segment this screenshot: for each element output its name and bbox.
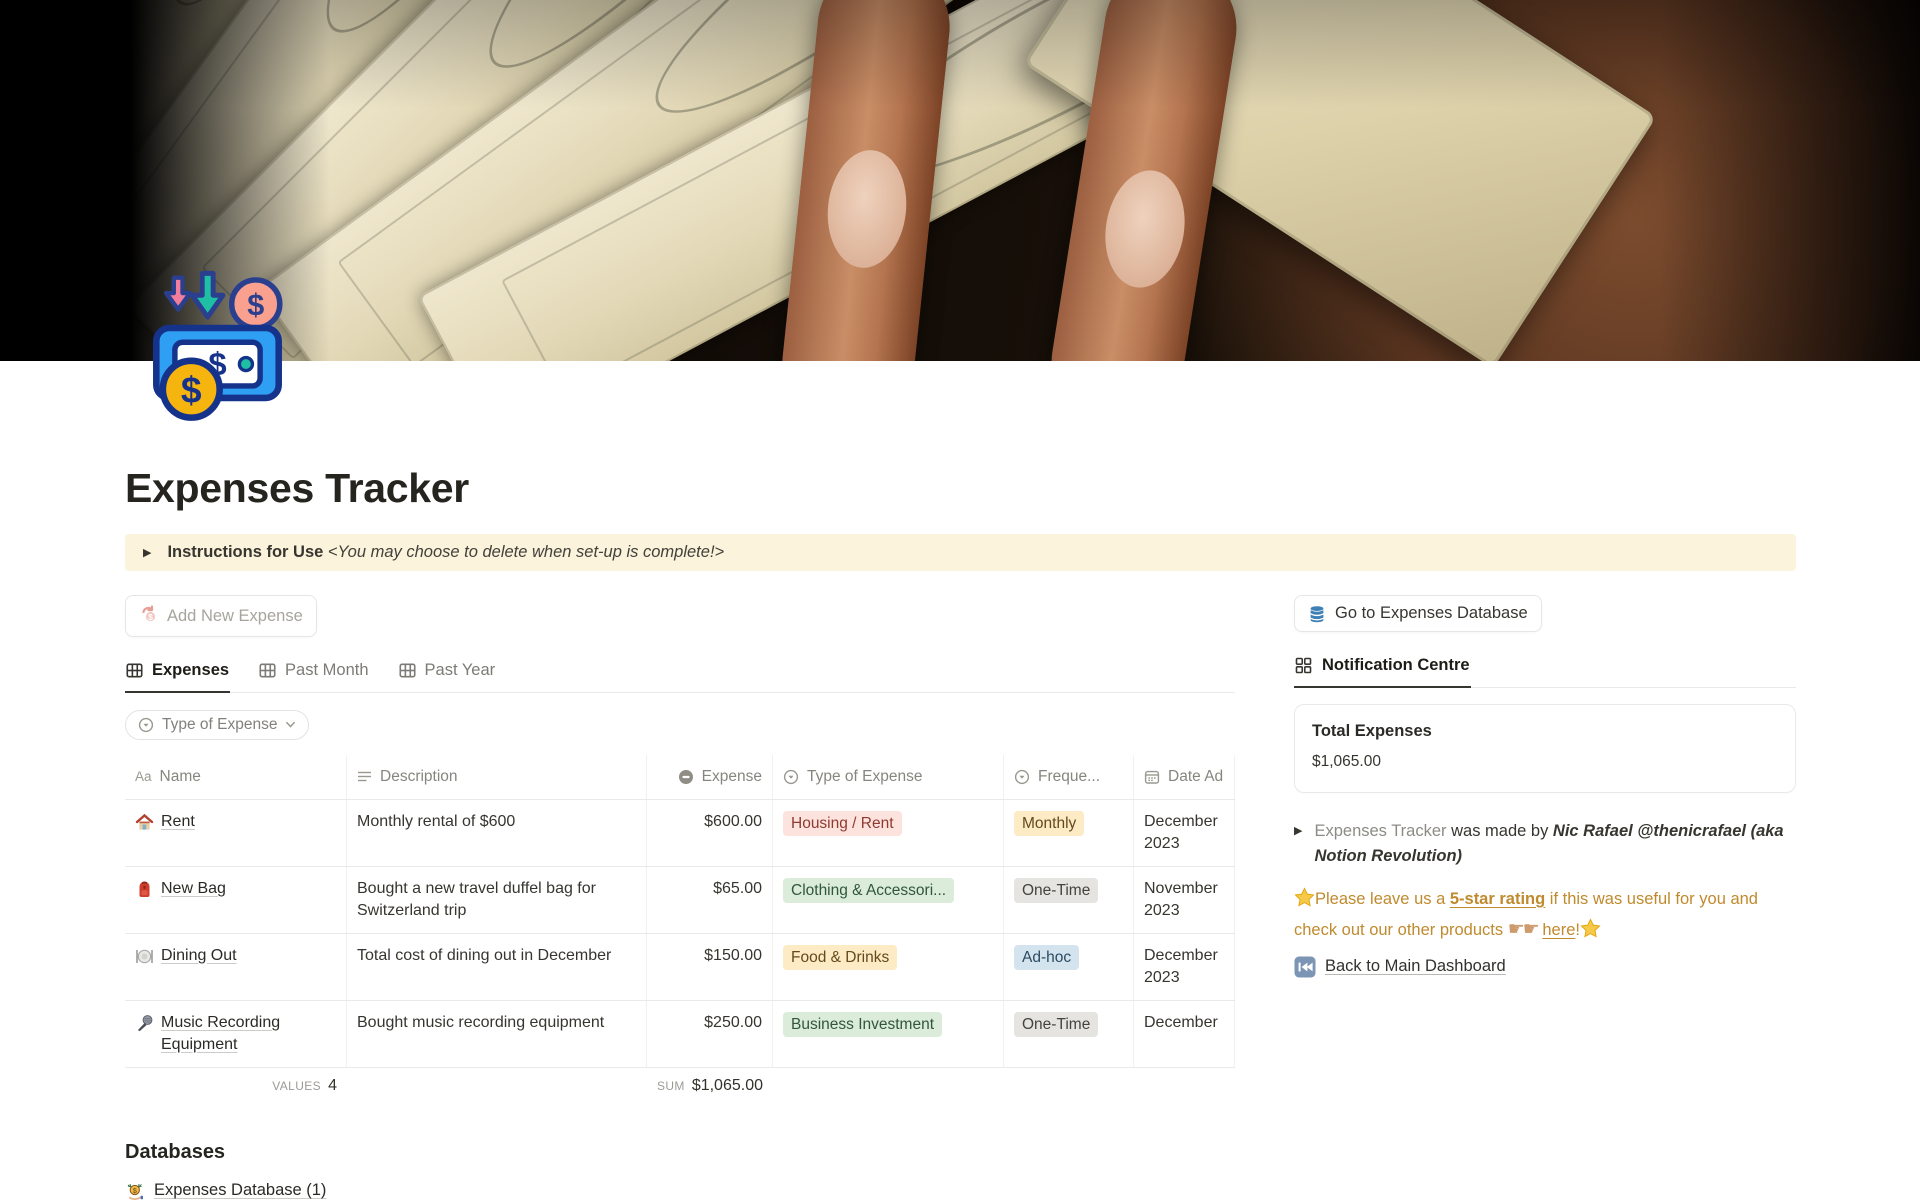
table-header-row: Aa Name Description Expense Type of Expe… (125, 754, 1235, 800)
frequency-tag[interactable]: Ad-hoc (1014, 944, 1080, 970)
rating-request-text: Please leave us a 5-star rating if this … (1294, 886, 1796, 946)
column-header-type[interactable]: Type of Expense (773, 754, 1004, 799)
svg-text:$: $ (181, 368, 202, 410)
databases-heading: Databases (125, 1140, 226, 1163)
money-banknote-icon[interactable]: $ $ $ (141, 269, 294, 422)
five-star-rating-link[interactable]: 5-star rating (1449, 889, 1546, 908)
gallery-grid-icon (1295, 657, 1312, 674)
values-count[interactable]: VALUES 4 (272, 1076, 337, 1094)
column-header-description[interactable]: Description (347, 754, 647, 799)
go-to-expenses-database-label: Go to Expenses Database (1335, 604, 1528, 622)
row-name-link[interactable]: Dining Out (161, 946, 237, 964)
column-header-frequency[interactable]: Freque... (1004, 754, 1134, 799)
row-expense[interactable]: $250.00 (647, 1000, 773, 1067)
credits-toggle[interactable]: ▶ Expenses Tracker was made by Nic Rafae… (1294, 819, 1796, 870)
type-tag[interactable]: Housing / Rent (783, 810, 902, 836)
row-date[interactable]: December (1134, 1000, 1235, 1067)
type-tag[interactable]: Business Investment (783, 1011, 943, 1037)
row-date[interactable]: December 2023 (1134, 799, 1235, 866)
text-lines-icon (358, 771, 371, 782)
page-title: Expenses Tracker (125, 465, 469, 511)
text-property-icon: Aa (135, 769, 152, 784)
column-header-date[interactable]: Date Ad (1134, 754, 1235, 799)
expenses-table: Aa Name Description Expense Type of Expe… (125, 754, 1235, 1115)
row-description[interactable]: Bought music recording equipment (347, 1000, 647, 1067)
table-row[interactable]: Dining Out Total cost of dining out in D… (125, 933, 1235, 1001)
expenses-database-link[interactable]: $ Expenses Database (1) (125, 1181, 1235, 1201)
row-date[interactable]: November 2023 (1134, 866, 1235, 933)
database-icon (1310, 605, 1324, 622)
backpack-icon (139, 881, 150, 897)
sum-total[interactable]: SUM $1,065.00 (656, 1076, 763, 1094)
row-expense[interactable]: $65.00 (647, 866, 773, 933)
svg-text:$: $ (247, 288, 264, 322)
go-to-expenses-database-button[interactable]: Go to Expenses Database (1294, 595, 1542, 632)
star-icon (1580, 918, 1601, 946)
row-name-link[interactable]: Music Recording Equipment (161, 1013, 281, 1053)
here-link[interactable]: here (1542, 920, 1576, 939)
row-description[interactable]: Total cost of dining out in December (347, 933, 647, 1000)
microphone-icon (138, 1014, 153, 1031)
callout-italic-text: <You may choose to delete when set-up is… (327, 543, 725, 561)
row-description[interactable]: Monthly rental of $600 (347, 799, 647, 866)
tab-notification-centre[interactable]: Notification Centre (1294, 652, 1471, 688)
credits-author: Nic Rafael @thenicrafael (aka Notion Rev… (1314, 821, 1784, 866)
coin-hand-icon: $ (127, 1183, 143, 1200)
total-expenses-value: $1,065.00 (1312, 752, 1381, 770)
select-filter-icon (138, 717, 154, 732)
rewind-icon (1294, 956, 1316, 978)
tab-past-month[interactable]: Past Month (258, 657, 369, 692)
cover-image (0, 0, 1920, 361)
select-property-icon (783, 769, 799, 784)
type-tag[interactable]: Food & Drinks (783, 944, 898, 970)
dining-icon (136, 949, 153, 963)
add-new-expense-button[interactable]: $ Add New Expense (125, 595, 317, 637)
back-to-main-dashboard-link[interactable]: Back to Main Dashboard (1294, 956, 1796, 978)
row-name-link[interactable]: New Bag (161, 879, 226, 897)
type-tag[interactable]: Clothing & Accessori... (783, 877, 955, 903)
row-expense[interactable]: $150.00 (647, 933, 773, 1000)
credits-app-name: Expenses Tracker (1314, 821, 1447, 840)
column-header-name[interactable]: Aa Name (125, 754, 347, 799)
tab-past-year[interactable]: Past Year (398, 657, 497, 692)
table-footer-row: VALUES 4 SUM $1,065.00 (125, 1068, 1235, 1115)
frequency-tag[interactable]: One-Time (1014, 1011, 1099, 1037)
tab-expenses[interactable]: Expenses (125, 657, 231, 693)
table-row[interactable]: New Bag Bought a new travel duffel bag f… (125, 866, 1235, 934)
row-name-link[interactable]: Rent (161, 812, 195, 830)
pointing-finger-icons: ☛☛ (1507, 918, 1540, 940)
star-icon (1294, 886, 1315, 915)
svg-text:$: $ (133, 1186, 138, 1195)
column-header-expense[interactable]: Expense (647, 754, 773, 799)
right-panel-tabs: Notification Centre (1294, 652, 1796, 688)
number-property-icon (678, 769, 693, 784)
total-expenses-title: Total Expenses (1312, 721, 1432, 740)
table-view-icon (259, 663, 276, 678)
frequency-tag[interactable]: One-Time (1014, 877, 1099, 903)
table-row[interactable]: Rent Monthly rental of $600 $600.00 Hous… (125, 799, 1235, 867)
toggle-triangle-icon[interactable]: ▶ (143, 547, 152, 559)
table-view-icon (398, 663, 416, 678)
total-expenses-card[interactable]: Total Expenses $1,065.00 (1294, 703, 1796, 793)
row-date[interactable]: December 2023 (1134, 933, 1235, 1000)
frequency-tag[interactable]: Monthly (1014, 810, 1085, 836)
table-row[interactable]: Music Recording Equipment Bought music r… (125, 1000, 1235, 1068)
instructions-callout[interactable]: ▶ Instructions for Use <You may choose t… (125, 534, 1796, 571)
calendar-icon (1144, 770, 1160, 784)
add-new-expense-label: Add New Expense (167, 606, 303, 625)
chevron-down-icon (286, 721, 296, 728)
recurring-arrows-icon: $ (139, 604, 158, 628)
row-description[interactable]: Bought a new travel duffel bag for Switz… (347, 866, 647, 933)
cover-shading (0, 0, 1920, 361)
toggle-triangle-icon[interactable]: ▶ (1294, 824, 1303, 837)
view-tabs: Expenses Past Month Past Year (125, 657, 1235, 693)
house-icon (135, 813, 154, 830)
svg-text:$: $ (148, 612, 153, 622)
callout-bold-text: Instructions for Use (167, 543, 324, 561)
select-property-icon (1014, 769, 1030, 784)
type-of-expense-filter[interactable]: Type of Expense (125, 709, 310, 740)
table-view-icon (126, 663, 143, 678)
row-expense[interactable]: $600.00 (647, 799, 773, 866)
